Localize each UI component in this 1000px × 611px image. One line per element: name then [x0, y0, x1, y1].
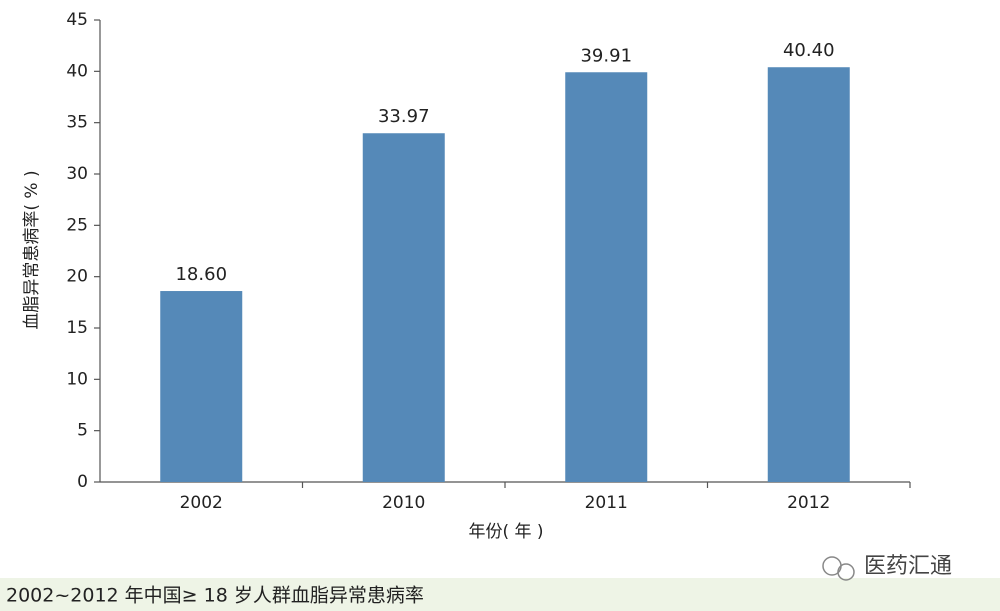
x-tick-label: 2010 [382, 493, 425, 513]
y-tick-label: 0 [77, 472, 88, 492]
value-label: 39.91 [580, 45, 632, 66]
bar [160, 291, 243, 482]
bar [362, 133, 445, 482]
y-tick-label: 5 [77, 421, 88, 441]
value-label: 18.60 [175, 264, 227, 285]
y-tick-label: 45 [66, 10, 88, 30]
x-axis-label: 年份( 年 ) [468, 522, 543, 542]
y-tick-label: 25 [66, 215, 88, 235]
bar [565, 72, 648, 483]
x-tick-label: 2011 [585, 493, 628, 513]
caption-band [0, 578, 1000, 611]
bar [767, 67, 850, 482]
y-tick-label: 30 [66, 164, 88, 184]
x-tick-label: 2002 [180, 493, 223, 513]
value-label: 33.97 [378, 106, 430, 127]
watermark-icon [822, 556, 855, 581]
value-label: 40.40 [783, 40, 835, 61]
y-tick-label: 40 [66, 61, 88, 81]
caption: 2002~2012 年中国≥ 18 岁人群血脂异常患病率 [6, 585, 424, 607]
y-tick-label: 35 [66, 113, 88, 133]
y-axis-label: 血脂异常患病率( % ) [22, 170, 42, 329]
watermark: 医药汇通 [864, 554, 952, 579]
x-tick-label: 2012 [787, 493, 830, 513]
y-tick-label: 15 [66, 318, 88, 338]
y-tick-label: 10 [66, 369, 88, 389]
y-tick-label: 20 [66, 267, 88, 287]
